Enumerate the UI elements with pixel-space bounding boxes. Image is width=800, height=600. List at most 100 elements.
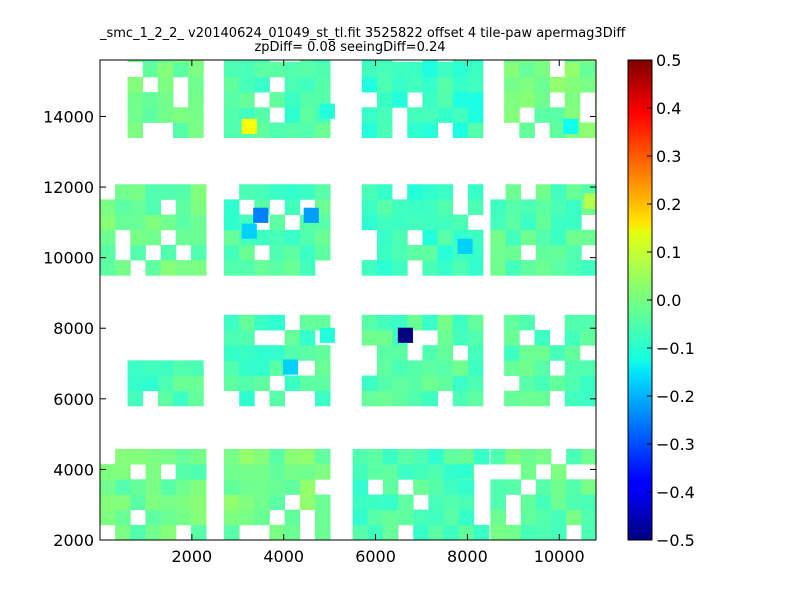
heatmap-cell	[382, 464, 399, 480]
heatmap-cell	[452, 92, 469, 108]
heatmap-cell	[145, 524, 162, 540]
heatmap-cell	[422, 314, 438, 331]
heatmap-cell	[467, 76, 484, 93]
y-tick-label: 10000	[43, 249, 94, 268]
heatmap-cell	[467, 360, 484, 376]
heatmap-cell	[130, 479, 146, 495]
heatmap-cell	[224, 260, 240, 276]
heatmap-cell	[367, 494, 384, 511]
heatmap-cell	[100, 214, 116, 231]
heatmap-cell	[127, 76, 144, 93]
heatmap-cell	[160, 184, 177, 200]
heatmap-cell	[224, 375, 240, 392]
heatmap-cell	[595, 92, 596, 108]
heatmap-cell	[130, 494, 146, 511]
colorbar-tick-label: −0.1	[656, 339, 695, 358]
heatmap-cell	[224, 61, 240, 78]
heatmap-cell	[224, 345, 240, 361]
heatmap-cell	[504, 314, 520, 331]
heatmap-cell	[467, 260, 484, 276]
colorbar-tick-label: −0.5	[656, 531, 695, 550]
heatmap-cell	[535, 509, 552, 526]
heatmap-cell	[376, 390, 393, 407]
heatmap-cell	[299, 92, 316, 108]
heatmap-cell	[224, 464, 240, 480]
heatmap-cell	[254, 184, 270, 200]
heatmap-cell	[520, 199, 537, 215]
heatmap-cell	[504, 61, 520, 78]
heatmap-cell	[352, 509, 369, 526]
heatmap-cell	[254, 360, 270, 376]
heatmap-cell	[361, 390, 378, 407]
heatmap-cell	[490, 509, 506, 526]
heatmap-cell	[254, 260, 270, 276]
heatmap-cell	[160, 479, 177, 495]
heatmap-cell	[299, 60, 316, 63]
heatmap-cell	[352, 494, 369, 511]
heatmap-cell	[190, 479, 207, 495]
heatmap-outlier-cell	[241, 223, 257, 239]
heatmap-cell	[314, 345, 331, 361]
heatmap-cell	[458, 524, 475, 540]
heatmap-outlier-cell	[241, 118, 257, 134]
heatmap-cell	[534, 360, 551, 376]
heatmap-cell	[534, 330, 551, 346]
heatmap-cell	[490, 214, 506, 231]
heatmap-cell	[566, 260, 582, 276]
heatmap-cell	[284, 345, 301, 361]
heatmap-cell	[535, 244, 552, 261]
x-axis: 2000 4000 6000 8000 10000	[171, 60, 585, 566]
heatmap-cell	[188, 390, 204, 407]
heatmap-cell	[443, 509, 460, 526]
heatmap-cell	[437, 107, 454, 123]
heatmap-outlier-cell	[303, 207, 319, 223]
heatmap-cell	[190, 494, 207, 511]
heatmap-cell	[376, 61, 393, 78]
heatmap-cell	[145, 479, 162, 495]
heatmap-cell	[269, 244, 286, 261]
heatmap-cell	[115, 524, 131, 540]
heatmap-cell	[284, 229, 301, 246]
heatmap-cell	[467, 199, 484, 215]
y-tick-label: 8000	[53, 319, 94, 338]
heatmap-cell	[392, 214, 408, 231]
heatmap-cell	[437, 314, 454, 331]
heatmap-cell	[437, 184, 454, 200]
heatmap-cell	[239, 60, 255, 63]
y-tick-label: 6000	[53, 390, 94, 409]
heatmap-cell	[239, 244, 255, 261]
heatmap-cell	[519, 122, 535, 139]
y-tick-label: 12000	[43, 178, 94, 197]
heatmap-cell	[407, 61, 423, 78]
heatmap-cell	[173, 107, 189, 123]
heatmap-cell	[224, 448, 240, 465]
heatmap-cell	[115, 479, 131, 495]
heatmap-cell	[443, 464, 460, 480]
heatmap-cell	[550, 229, 567, 246]
heatmap-outlier-cell	[397, 327, 413, 343]
heatmap-cell	[407, 107, 423, 123]
heatmap-cell	[566, 214, 582, 231]
plot-frame	[99, 59, 597, 541]
heatmap-cell	[299, 122, 316, 139]
heatmap-cell	[190, 214, 207, 231]
heatmap-cell	[535, 184, 552, 200]
heatmap-cell	[314, 61, 331, 78]
heatmap-cell	[504, 360, 520, 376]
heatmap-cell	[566, 184, 582, 200]
heatmap-cell	[314, 375, 331, 392]
heatmap-cell	[130, 448, 146, 465]
heatmap-cell	[299, 314, 316, 331]
heatmap-cell	[314, 464, 331, 480]
heatmap-cell	[224, 494, 240, 511]
heatmap-cell	[376, 260, 393, 276]
heatmap-cell	[361, 330, 378, 346]
heatmap-cell	[239, 448, 255, 465]
heatmap-cell	[392, 314, 408, 331]
heatmap-cell	[595, 375, 596, 392]
heatmap-cell	[361, 76, 378, 93]
heatmap-cell	[145, 464, 162, 480]
heatmap-cell	[284, 509, 301, 526]
heatmap-cell	[239, 345, 255, 361]
heatmap-cell	[190, 448, 207, 465]
